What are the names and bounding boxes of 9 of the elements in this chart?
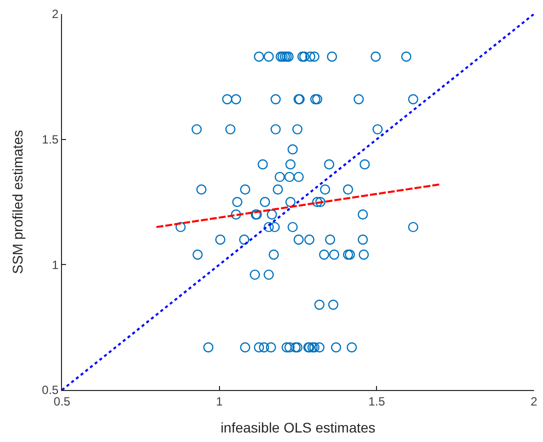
x-tick-label: 1	[216, 394, 223, 408]
y-axis-title: SSM profiled estimates	[10, 130, 26, 274]
x-axis-title: infeasible OLS estimates	[220, 420, 376, 436]
y-tick-label: 2	[52, 7, 59, 22]
y-tick-label: 1.5	[42, 132, 59, 147]
y-tick-label: 0.5	[42, 383, 59, 398]
y-tick-label: 1	[52, 258, 59, 272]
x-tick-label: 1.5	[368, 394, 386, 408]
x-tick-label: 2	[530, 394, 538, 408]
